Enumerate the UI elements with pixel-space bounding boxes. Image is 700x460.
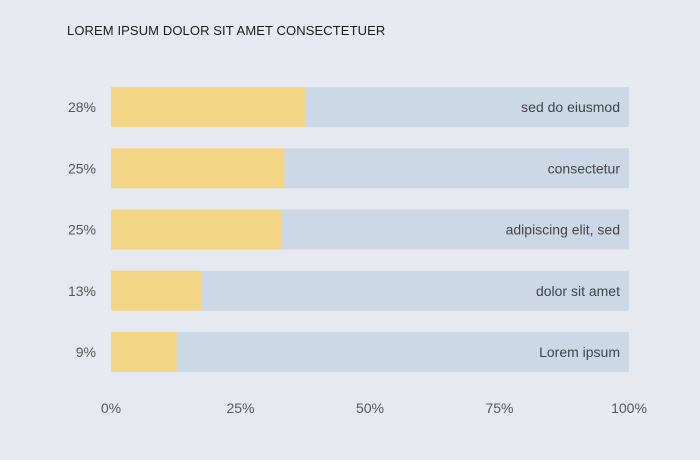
bar-track-segment: [176, 332, 630, 372]
bar-highlight-segment: [111, 148, 285, 189]
x-tick-label: 75%: [485, 400, 513, 416]
bar-track-segment: [305, 87, 629, 127]
x-tick-label: 100%: [611, 400, 647, 416]
x-tick-label: 50%: [356, 400, 384, 416]
value-label: 28%: [68, 99, 96, 115]
bar-track-segment: [201, 270, 629, 311]
value-label: 25%: [68, 160, 96, 176]
bar-track-segment: [284, 148, 629, 189]
category-label: adipiscing elit, sed: [506, 222, 620, 238]
value-label: 13%: [68, 283, 96, 299]
bar-highlight-segment: [111, 332, 177, 372]
bar-track-segment: [281, 209, 629, 250]
x-tick-label: 25%: [226, 400, 254, 416]
category-label: dolor sit amet: [536, 283, 620, 299]
bar-highlight-segment: [111, 87, 306, 127]
category-label: Lorem ipsum: [539, 344, 620, 360]
value-label: 9%: [76, 344, 96, 360]
bar-highlight-segment: [111, 270, 202, 311]
bar-highlight-segment: [111, 209, 282, 250]
category-label: consectetur: [548, 160, 621, 176]
category-label: sed do eiusmod: [521, 99, 620, 115]
chart-title: LOREM IPSUM DOLOR SIT AMET CONSECTETUER: [67, 23, 386, 38]
x-tick-label: 0%: [101, 400, 121, 416]
value-label: 25%: [68, 222, 96, 238]
